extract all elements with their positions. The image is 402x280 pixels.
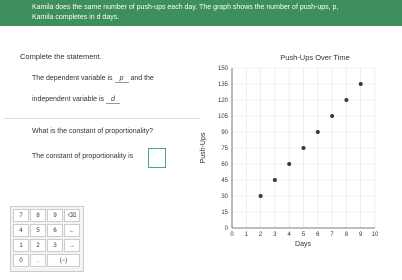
text: independent variable is: [32, 96, 104, 103]
y-tick-label: 60: [221, 162, 228, 168]
y-tick-label: 15: [221, 210, 228, 216]
text: The dependent variable is: [32, 75, 113, 82]
point: [358, 82, 363, 86]
x-tick-label: 2: [259, 232, 263, 238]
keypad-key[interactable]: ⌫: [64, 209, 80, 222]
y-axis-label: Push-Ups: [200, 132, 207, 163]
x-tick-label: 0: [230, 232, 234, 238]
point: [344, 98, 349, 102]
keypad-key[interactable]: .: [30, 254, 46, 267]
statement: independent variable is d: [32, 96, 120, 104]
text: and the: [130, 75, 154, 82]
keypad-key[interactable]: 8: [30, 209, 46, 222]
y-tick-label: 150: [218, 66, 229, 72]
header-text: Kamila does the same number of push-ups …: [32, 4, 339, 11]
header-text: Kamila completes in d days.: [32, 14, 120, 21]
point: [315, 130, 320, 134]
y-tick-label: 30: [221, 194, 228, 200]
dropdown[interactable]: d: [105, 96, 120, 104]
keypad-key[interactable]: 1: [13, 239, 29, 252]
x-tick-label: 10: [372, 232, 379, 238]
y-tick-label: 135: [218, 82, 229, 88]
y-tick-label: 75: [221, 146, 228, 152]
x-axis-label: Days: [295, 241, 311, 248]
keypad-key[interactable]: 7: [13, 209, 29, 222]
keypad-key[interactable]: (−): [47, 254, 80, 267]
point: [287, 162, 292, 166]
x-tick-label: 3: [273, 232, 277, 238]
x-tick-label: 5: [302, 232, 306, 238]
keypad-key[interactable]: 2: [30, 239, 46, 252]
keypad-key[interactable]: 0: [13, 254, 29, 267]
header: Kamila does the same number of push-ups …: [0, 0, 402, 26]
statement: The dependent variable is p and the: [32, 75, 154, 83]
y-tick-label: 120: [218, 98, 229, 104]
x-tick-label: 4: [288, 232, 292, 238]
x-tick-label: 7: [330, 232, 334, 238]
y-tick-label: 0: [225, 226, 229, 232]
point: [258, 194, 263, 198]
x-tick-label: 8: [345, 232, 349, 238]
prompt: Complete the statement.: [20, 52, 102, 61]
point: [330, 114, 335, 118]
dropdown[interactable]: p: [114, 75, 129, 83]
point: [272, 178, 277, 182]
statement: The constant of proportionality is: [32, 153, 134, 160]
keypad-key[interactable]: 6: [47, 224, 63, 237]
question: What is the constant of proportionality?: [32, 128, 154, 135]
keypad-key[interactable]: →: [64, 239, 80, 252]
answer-input[interactable]: [148, 148, 166, 168]
y-tick-label: 90: [221, 130, 228, 136]
keypad: 7 8 9 ⌫ 4 5 6 ← 1 2 3 → 0. (−): [10, 206, 84, 272]
x-tick-label: 1: [245, 232, 249, 238]
x-tick-label: 6: [316, 232, 320, 238]
point: [301, 146, 306, 150]
keypad-key[interactable]: 4: [13, 224, 29, 237]
separator: [4, 118, 200, 119]
y-tick-label: 105: [218, 114, 229, 120]
keypad-key[interactable]: 5: [30, 224, 46, 237]
keypad-key[interactable]: 3: [47, 239, 63, 252]
x-tick-label: 9: [359, 232, 363, 238]
keypad-key[interactable]: 9: [47, 209, 63, 222]
y-tick-label: 45: [221, 178, 228, 184]
chart-title: Push-Ups Over Time: [280, 53, 350, 62]
keypad-key[interactable]: ←: [64, 224, 80, 237]
